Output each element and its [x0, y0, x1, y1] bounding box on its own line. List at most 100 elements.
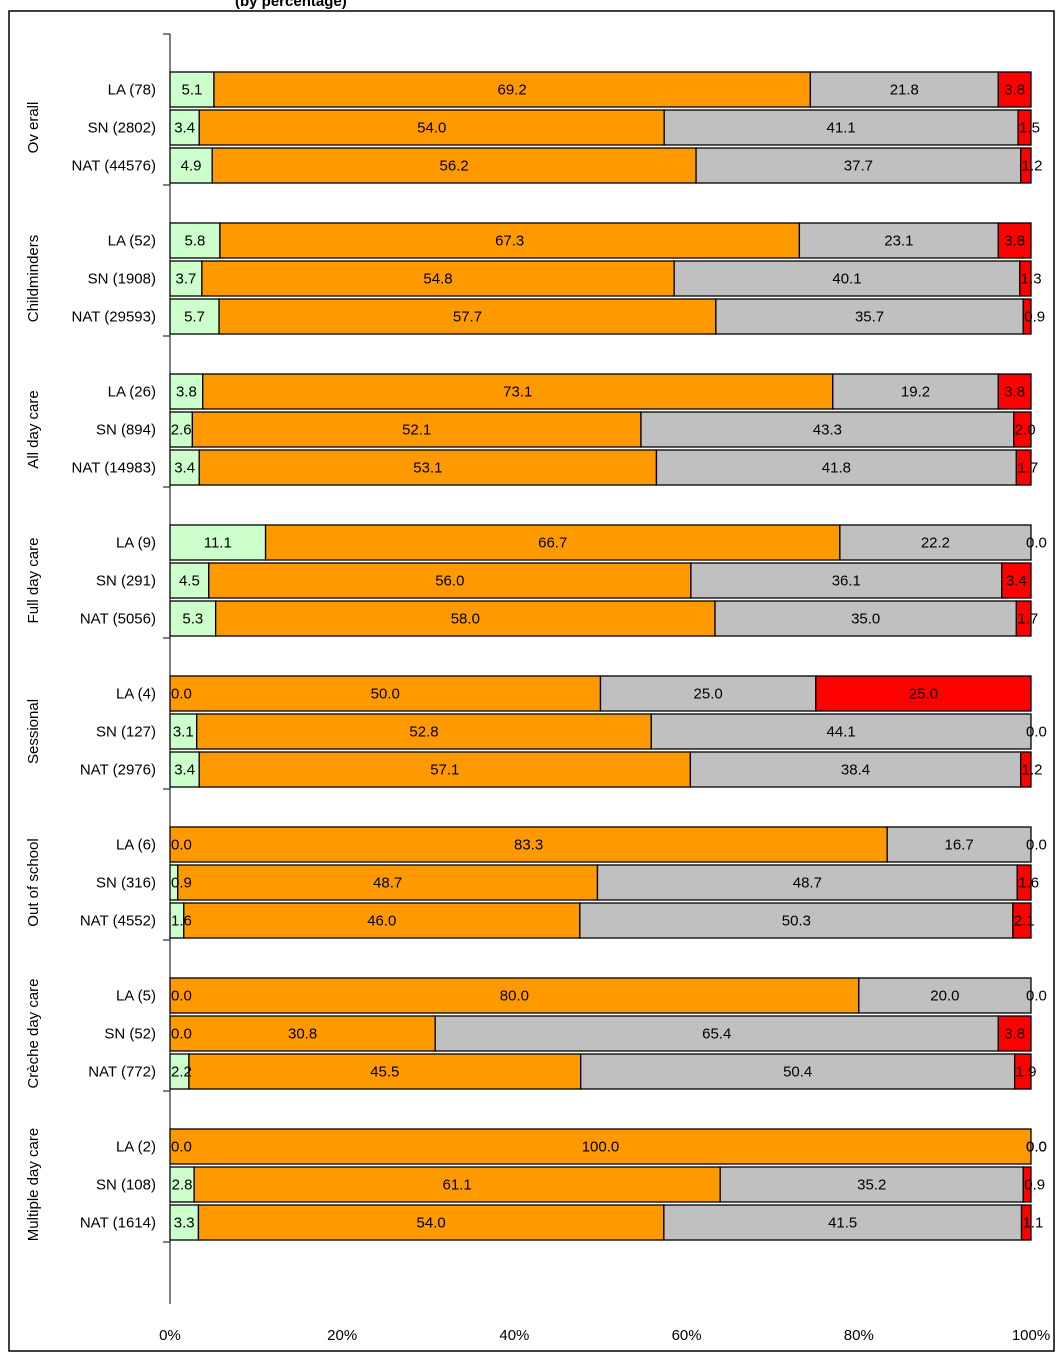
data-label: 25.0 — [694, 686, 723, 703]
data-label: 0.0 — [171, 837, 192, 854]
data-label: 67.3 — [495, 233, 524, 250]
data-label: 25.0 — [909, 686, 938, 703]
data-label: 35.7 — [855, 309, 884, 326]
data-label: 1.2 — [1022, 158, 1043, 175]
row-label: SN (291) — [96, 573, 156, 590]
data-label: 54.0 — [417, 120, 446, 137]
data-label: 0.0 — [171, 1026, 192, 1043]
data-label: 3.4 — [1006, 573, 1027, 590]
row-label: NAT (772) — [88, 1064, 156, 1081]
bar-segment — [1016, 864, 1032, 901]
data-label: 56.0 — [435, 573, 464, 590]
row-label: NAT (29593) — [72, 309, 157, 326]
group-label: Ov erall — [25, 102, 42, 154]
bar-segment — [201, 260, 675, 297]
data-label: 66.7 — [538, 535, 567, 552]
bar-segment — [599, 675, 817, 712]
data-label: 48.7 — [373, 875, 402, 892]
data-label: 2.1 — [1014, 913, 1035, 930]
bar-segment — [1013, 411, 1032, 448]
x-tick-label: 80% — [844, 1327, 874, 1344]
bar-segment — [673, 260, 1021, 297]
group-label: Crèche day care — [25, 978, 42, 1088]
bar-segment — [695, 147, 1022, 184]
data-label: 4.5 — [179, 573, 200, 590]
data-label: 1.3 — [1021, 271, 1042, 288]
bar-segment — [169, 1166, 195, 1203]
bar-segment — [715, 298, 1024, 335]
bar-segment — [1020, 751, 1032, 788]
data-label: 3.8 — [176, 384, 197, 401]
group-label: Multiple day care — [25, 1128, 42, 1241]
data-label: 43.3 — [813, 422, 842, 439]
bar-segment — [663, 1204, 1023, 1241]
chart-title: (by percentage) — [235, 0, 347, 10]
data-label: 58.0 — [451, 611, 480, 628]
row-label: NAT (5056) — [80, 611, 156, 628]
bar-segment — [579, 902, 1014, 939]
data-label: 5.3 — [182, 611, 203, 628]
data-label: 54.8 — [423, 271, 452, 288]
data-label: 1.5 — [1019, 120, 1040, 137]
row-label: LA (52) — [108, 233, 156, 250]
bar-segment — [858, 977, 1032, 1014]
data-label: 20.0 — [930, 988, 959, 1005]
bar-segment — [264, 524, 841, 561]
data-label: 0.0 — [171, 1139, 192, 1156]
row-label: LA (5) — [116, 988, 156, 1005]
data-label: 1.7 — [1017, 460, 1038, 477]
data-label: 0.0 — [1026, 988, 1047, 1005]
data-label: 5.1 — [182, 82, 203, 99]
bar-segment — [169, 600, 217, 637]
bar-segment — [169, 713, 198, 750]
bar-segment — [169, 373, 204, 410]
data-label: 1.6 — [1018, 875, 1039, 892]
labels-layer: Ov erall LA (78) 5.1 69.2 21.8 3.8 SN (2802) 3.… — [25, 82, 1047, 1242]
data-label: 16.7 — [945, 837, 974, 854]
row-label: NAT (2976) — [80, 762, 156, 779]
bar-segment — [689, 751, 1022, 788]
data-label: 23.1 — [884, 233, 913, 250]
data-label: 41.5 — [828, 1215, 857, 1232]
bar-segment — [997, 1015, 1032, 1052]
bar-segment — [169, 826, 888, 863]
row-label: LA (4) — [116, 686, 156, 703]
data-label: 1.6 — [171, 913, 192, 930]
bar-segment — [714, 600, 1018, 637]
data-label: 2.8 — [172, 1177, 193, 1194]
data-label: 52.1 — [402, 422, 431, 439]
bar-segment — [1020, 1204, 1032, 1241]
data-label: 38.4 — [841, 762, 870, 779]
bar-segment — [815, 675, 1032, 712]
axis-layer: 0% 20% 40% 60% 80% 100% — [159, 33, 1050, 1344]
data-label: 50.4 — [783, 1064, 812, 1081]
data-label: 3.8 — [1004, 82, 1025, 99]
data-label: 56.2 — [440, 158, 469, 175]
bar-segment — [169, 524, 267, 561]
data-label: 40.1 — [832, 271, 861, 288]
data-label: 69.2 — [498, 82, 527, 99]
data-label: 3.8 — [1004, 1026, 1025, 1043]
row-label: SN (127) — [96, 724, 156, 741]
bar-segment — [640, 411, 1015, 448]
bar-segment — [1019, 260, 1032, 297]
data-label: 53.1 — [413, 460, 442, 477]
row-label: NAT (1614) — [80, 1215, 156, 1232]
data-label: 0.9 — [171, 875, 192, 892]
data-label: 4.9 — [181, 158, 202, 175]
data-label: 2.6 — [171, 422, 192, 439]
bar-segment — [169, 222, 221, 259]
x-tick-label: 100% — [1012, 1327, 1050, 1344]
data-label: 3.1 — [173, 724, 194, 741]
bar-segment — [1015, 600, 1032, 637]
x-tick-label: 0% — [159, 1327, 181, 1344]
bar-segment — [214, 600, 716, 637]
data-label: 3.4 — [174, 460, 195, 477]
bar-segment — [596, 864, 1018, 901]
row-label: NAT (4552) — [80, 913, 156, 930]
data-label: 1.2 — [1022, 762, 1043, 779]
bar-segment — [798, 222, 999, 259]
group-label: Sessional — [25, 699, 42, 764]
data-label: 35.2 — [857, 1177, 886, 1194]
